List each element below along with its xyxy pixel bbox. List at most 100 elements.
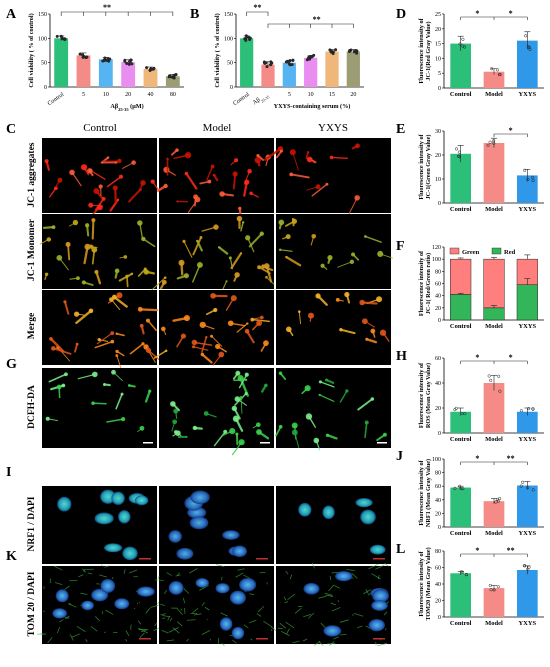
panel-letter-j: J xyxy=(396,449,403,464)
micrograph-tile xyxy=(159,368,274,455)
micrograph-tile xyxy=(276,214,392,289)
sample-point xyxy=(128,63,131,66)
x-category-label: Model xyxy=(485,206,503,213)
x-category-label: Aβ25-35 xyxy=(252,92,270,108)
y-tick-label: 80 xyxy=(435,549,441,555)
significance-marker: ** xyxy=(313,15,321,24)
panel-letter-h: H xyxy=(396,349,407,364)
stacked-bar-red-segment xyxy=(484,308,505,320)
sample-point xyxy=(61,36,64,39)
bar xyxy=(484,501,505,527)
x-category-label: Model xyxy=(485,530,503,537)
sample-point xyxy=(462,38,465,41)
y-tick-label: 50 xyxy=(227,61,233,67)
y-axis-label: JC-1( Red/Green ratio) xyxy=(425,253,432,314)
legend-swatch-red xyxy=(492,248,501,254)
bar xyxy=(99,59,113,87)
y-tick-label: 0 xyxy=(44,85,47,91)
sample-point xyxy=(168,74,171,77)
y-axis-label: Fluorescence intensity of xyxy=(418,250,425,316)
panel-letter-i: I xyxy=(6,465,11,480)
bar xyxy=(347,51,360,87)
sample-point xyxy=(270,63,273,66)
x-category-label: 20 xyxy=(350,92,356,98)
bar xyxy=(517,570,538,617)
bar xyxy=(121,62,135,87)
bar xyxy=(450,573,471,617)
row-label-jc1-aggregates: JC-1 aggregates xyxy=(27,142,37,207)
bar xyxy=(484,143,505,203)
bar xyxy=(325,51,338,87)
x-category-label: Control xyxy=(450,620,472,627)
sample-point xyxy=(129,59,132,62)
bar xyxy=(54,38,68,87)
y-tick-label: 5 xyxy=(438,71,441,77)
legend-label-red: Red xyxy=(504,249,516,256)
sample-point xyxy=(348,50,351,53)
y-tick-label: 0 xyxy=(438,201,441,207)
stacked-bar-red-segment xyxy=(450,294,471,320)
y-tick-label: 120 xyxy=(432,245,441,251)
significance-marker: ** xyxy=(103,3,111,12)
stacked-bar-green-segment xyxy=(484,259,505,308)
x-category-label: 5 xyxy=(288,92,291,98)
y-tick-label: 100 xyxy=(224,36,233,42)
sample-point xyxy=(86,56,89,59)
y-tick-label: 20 xyxy=(435,599,441,605)
sample-point xyxy=(455,148,458,151)
row-label-nrf1-dapi: NRF1 / DAPI xyxy=(27,496,37,551)
sample-point xyxy=(103,59,106,62)
stacked-bar-red-segment xyxy=(517,285,538,320)
panel-letter-b: B xyxy=(190,7,199,22)
sample-point xyxy=(246,36,249,39)
micrograph-tile xyxy=(42,368,157,448)
micrograph-tile xyxy=(159,486,274,564)
y-axis-label: JC-1(Green Gray Value) xyxy=(425,135,432,200)
micrograph-tile xyxy=(154,290,274,365)
y-tick-label: 60 xyxy=(435,566,441,572)
x-category-label: YXYS xyxy=(518,436,536,443)
sample-point xyxy=(355,52,358,55)
x-category-label: YXYS xyxy=(518,323,536,330)
x-category-label: Control xyxy=(450,323,472,330)
sample-point xyxy=(285,61,288,64)
panel-letter-d: D xyxy=(396,7,406,22)
x-category-label: Control xyxy=(450,206,472,213)
x-category-label: 80 xyxy=(170,92,176,98)
bar xyxy=(261,65,274,87)
x-category-label: Control xyxy=(47,92,66,108)
y-tick-label: 40 xyxy=(435,582,441,588)
sample-point xyxy=(83,55,86,58)
y-axis-label: Cell viability ( % of control) xyxy=(214,13,221,87)
significance-marker: * xyxy=(475,454,479,463)
sample-point xyxy=(524,34,527,37)
y-tick-label: 20 xyxy=(435,306,441,312)
y-axis-label: Cell viability ( % of control) xyxy=(28,13,35,87)
y-tick-label: 100 xyxy=(432,457,441,463)
y-tick-label: 60 xyxy=(435,356,441,362)
sample-point xyxy=(354,49,357,52)
bar xyxy=(517,486,538,527)
y-tick-label: 0 xyxy=(438,318,441,324)
x-category-label: Model xyxy=(485,323,503,330)
y-tick-label: 0 xyxy=(438,615,441,621)
sample-point xyxy=(243,37,246,40)
y-axis-label: JC-1(Red Gray Value) xyxy=(425,21,432,80)
y-tick-label: 20 xyxy=(435,511,441,517)
sample-point xyxy=(249,37,252,40)
bar xyxy=(484,588,505,617)
significance-marker: ** xyxy=(507,546,515,555)
column-label-control: Control xyxy=(83,122,117,134)
y-tick-label: 150 xyxy=(38,12,47,18)
micrograph-tile xyxy=(276,290,391,365)
sample-point xyxy=(145,66,148,69)
sample-point xyxy=(124,59,127,62)
bar xyxy=(77,55,91,87)
x-category-label: YXYS xyxy=(518,620,536,627)
y-axis-label: Fluorescence intensity of xyxy=(418,362,425,428)
sample-point xyxy=(334,48,337,51)
